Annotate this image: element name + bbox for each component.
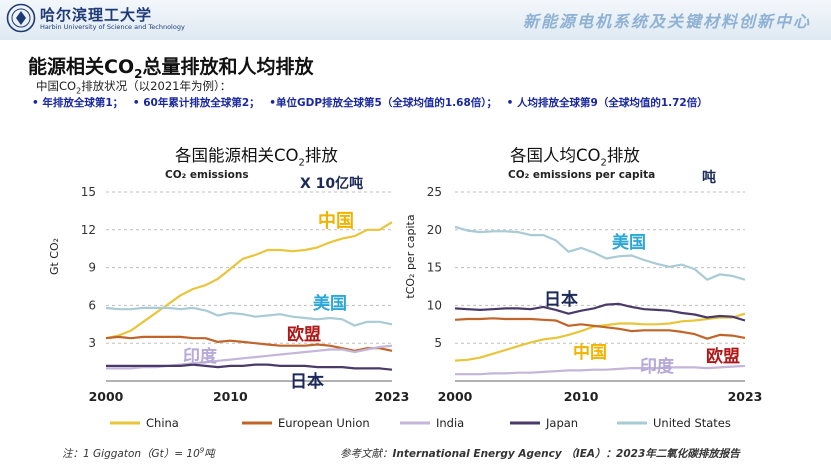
legend-label: China (146, 416, 179, 430)
series-annotation: 中国 (318, 210, 354, 232)
y-tick-label: 6 (88, 298, 96, 312)
facts-line: • 年排放全球第1； • 60年累计排放全球第2； •单位GDP排放全球第5（全… (32, 95, 714, 110)
inner-chart-title: CO₂ emissions per capita (508, 169, 655, 181)
reference: 参考文献：International Energy Agency （IEA）：2… (340, 448, 740, 460)
x-tick-label: 2000 (89, 389, 124, 404)
series-annotation: 印度 (640, 356, 675, 377)
fact-gdp-rank: •单位GDP排放全球第5（全球均值的1.68倍）； (269, 97, 497, 109)
x-tick-label: 2010 (564, 389, 599, 404)
series-line-japan (106, 363, 393, 371)
series-line-india (106, 344, 393, 370)
y-tick-label: 12 (81, 223, 96, 237)
unit-label: 吨 (702, 169, 716, 186)
slide-title: 能源相关CO2总量排放和人均排放 (28, 56, 314, 81)
series-annotation: 日本 (290, 371, 324, 392)
legend-label: India (436, 416, 464, 430)
y-tick-label: 25 (427, 185, 442, 199)
y-tick-label: 20 (427, 223, 442, 237)
series-annotation: 印度 (183, 346, 218, 367)
fact-per-capita-rank: • 人均排放全球第9（全球均值的1.72倍） (506, 97, 708, 109)
y-axis-label: Gt CO₂ (48, 238, 61, 275)
fact-annual-rank: • 年排放全球第1； (32, 97, 124, 109)
y-tick-label: 3 (88, 336, 96, 350)
series-annotation: 欧盟 (287, 324, 321, 345)
series-line-united-states (454, 225, 746, 281)
university-name-en: Harbin University of Science and Technol… (40, 23, 185, 31)
legend-label: United States (653, 416, 731, 430)
legend-label: European Union (278, 416, 370, 430)
legend-label: Japan (545, 416, 578, 430)
series-annotation: 欧盟 (706, 346, 740, 367)
y-tick-label: 10 (427, 298, 442, 312)
x-tick-label: 2010 (213, 389, 248, 404)
university-seal-icon (6, 3, 36, 33)
footnote: 注：1 Giggaton（Gt）= 109吨 (62, 446, 215, 461)
y-tick-label: 15 (427, 261, 442, 275)
slide-subtitle: 中国CO2排放状况（以2021年为例）： (36, 79, 232, 96)
y-tick-label: 15 (81, 185, 96, 199)
series-line-european-union (105, 335, 393, 352)
series-line-india (455, 364, 746, 376)
inner-chart-title: CO₂ emissions (165, 169, 249, 181)
series-line-china (105, 221, 393, 340)
header-bar: 哈尔滨理工大学 Harbin University of Science and… (0, 0, 831, 40)
series-annotation: 日本 (544, 289, 578, 310)
x-tick-label: 2000 (438, 389, 473, 404)
fact-cumulative-rank: • 60年累计排放全球第2； (132, 97, 260, 109)
series-annotation: 美国 (313, 293, 347, 314)
university-name-cn: 哈尔滨理工大学 (40, 6, 153, 24)
series-line-united-states (105, 306, 393, 327)
series-annotation: 美国 (612, 232, 646, 253)
y-tick-label: 9 (88, 261, 96, 275)
total-chart-title: 各国能源相关CO2排放 (175, 146, 338, 169)
y-tick-label: 5 (434, 336, 442, 350)
per-capita-chart-title: 各国人均CO2排放 (510, 146, 640, 169)
series-line-european-union (454, 317, 746, 340)
series-annotation: 中国 (573, 342, 607, 363)
y-axis-label: tCO₂ per capita (404, 214, 417, 298)
unit-label: X 10亿吨 (300, 175, 363, 192)
innovation-center-title: 新能源电机系统及关键材料创新中心 (522, 12, 811, 31)
x-tick-label: 2023 (375, 389, 410, 404)
x-tick-label: 2023 (728, 389, 763, 404)
series-line-japan (454, 302, 746, 322)
